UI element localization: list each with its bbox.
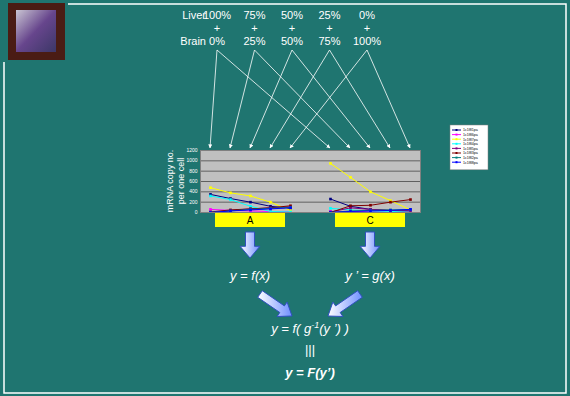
svg-text:A: A bbox=[247, 215, 254, 226]
svg-text:800: 800 bbox=[189, 168, 198, 174]
svg-text:+: + bbox=[326, 22, 332, 34]
svg-text:1c1f83pa: 1c1f83pa bbox=[463, 151, 478, 155]
svg-text:y = F(y’): y = F(y’) bbox=[284, 365, 335, 380]
svg-text:75%: 75% bbox=[318, 35, 340, 47]
svg-text:100%: 100% bbox=[353, 35, 381, 47]
svg-text:25%: 25% bbox=[243, 35, 265, 47]
svg-text:50%: 50% bbox=[281, 9, 303, 21]
svg-text:1c1f88pa: 1c1f88pa bbox=[463, 161, 478, 165]
svg-text:1c1f82pa: 1c1f82pa bbox=[463, 156, 478, 160]
svg-text:1000: 1000 bbox=[186, 157, 197, 163]
svg-text:mRNA copy no.per one cell: mRNA copy no.per one cell bbox=[165, 150, 186, 213]
svg-text:100%: 100% bbox=[203, 9, 231, 21]
svg-text:+: + bbox=[289, 22, 295, 34]
svg-text:1c1f84pa: 1c1f84pa bbox=[463, 142, 478, 146]
svg-text:Liver: Liver bbox=[182, 9, 206, 21]
svg-text:25%: 25% bbox=[318, 9, 340, 21]
svg-text:Brain: Brain bbox=[180, 35, 206, 47]
svg-text:1c1f86pa: 1c1f86pa bbox=[463, 133, 478, 137]
svg-text:y = f( g-1(y ’) ): y = f( g-1(y ’) ) bbox=[270, 320, 349, 336]
svg-text:200: 200 bbox=[189, 199, 198, 205]
svg-text:600: 600 bbox=[189, 178, 198, 184]
svg-text:+: + bbox=[251, 22, 257, 34]
svg-text:1c1f85pa: 1c1f85pa bbox=[463, 147, 478, 151]
svg-text:0%: 0% bbox=[209, 35, 225, 47]
svg-text:1c1f81pa: 1c1f81pa bbox=[463, 128, 478, 132]
svg-text:+: + bbox=[364, 22, 370, 34]
svg-text:0: 0 bbox=[195, 209, 198, 215]
svg-text:75%: 75% bbox=[243, 9, 265, 21]
svg-text:y = f(x): y = f(x) bbox=[229, 268, 270, 283]
svg-text:y ’ = g(x): y ’ = g(x) bbox=[344, 268, 395, 283]
svg-text:1c1f87pa: 1c1f87pa bbox=[463, 138, 478, 142]
svg-text:400: 400 bbox=[189, 188, 198, 194]
svg-text:+: + bbox=[214, 22, 220, 34]
svg-text:50%: 50% bbox=[281, 35, 303, 47]
svg-text:C: C bbox=[366, 215, 373, 226]
svg-text:|||: ||| bbox=[305, 342, 315, 357]
svg-text:0%: 0% bbox=[359, 9, 375, 21]
svg-text:1200: 1200 bbox=[186, 147, 197, 153]
